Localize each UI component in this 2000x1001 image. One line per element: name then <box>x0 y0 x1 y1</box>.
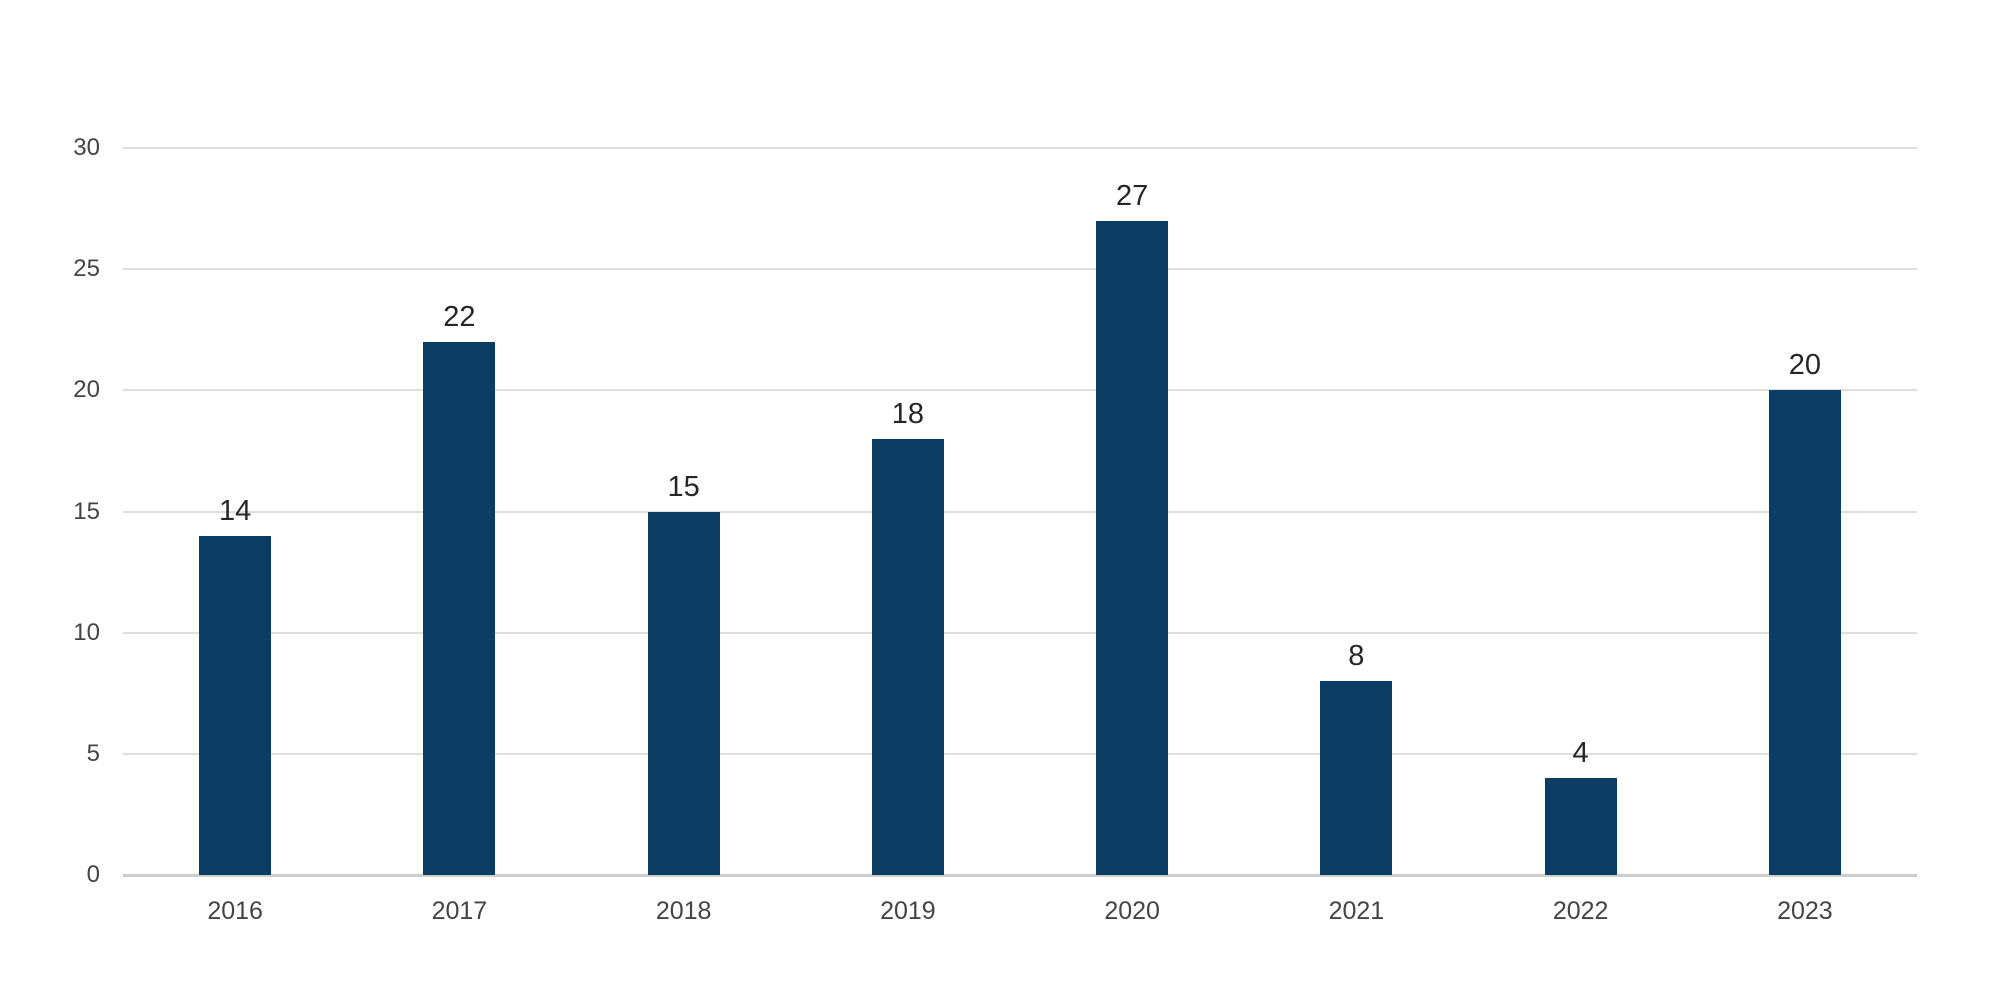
y-axis-tick-label: 30 <box>73 134 100 161</box>
gridline <box>123 389 1917 392</box>
bar-2022 <box>1544 778 1617 875</box>
y-axis-tick-label: 10 <box>73 618 100 646</box>
x-axis-category-label: 2016 <box>207 897 263 925</box>
y-axis-tick-label: 25 <box>73 255 100 283</box>
x-axis-category-label: 2018 <box>655 897 712 925</box>
bar-2017 <box>423 341 496 875</box>
gridline <box>123 510 1917 513</box>
bar-value-label: 14 <box>218 494 252 527</box>
x-axis-category-label: 2022 <box>1552 897 1609 925</box>
x-axis-category-label: 2017 <box>431 897 488 925</box>
bar-2023 <box>1768 390 1841 875</box>
x-axis-line <box>123 874 1917 877</box>
x-axis-category-label: 2019 <box>880 897 936 925</box>
x-axis-category-label: 2023 <box>1777 897 1833 925</box>
bar-2020 <box>1096 220 1169 875</box>
bar-value-label: 27 <box>1115 179 1149 212</box>
gridline <box>123 752 1917 755</box>
bar-value-label: 15 <box>667 470 700 503</box>
bar-value-label: 22 <box>443 300 476 333</box>
bar-2021 <box>1320 681 1393 875</box>
y-axis-tick-label: 15 <box>73 497 100 525</box>
bar-2019 <box>871 438 944 875</box>
x-axis-category-label: 2021 <box>1328 897 1385 925</box>
bar-value-label: 20 <box>1788 349 1821 382</box>
y-axis-tick-label: 0 <box>86 861 100 888</box>
bar-value-label: 18 <box>891 397 924 430</box>
bar-value-label: 8 <box>1348 640 1365 673</box>
gridline <box>123 631 1917 634</box>
x-axis-category-label: 2020 <box>1104 897 1160 925</box>
y-axis-tick-label: 20 <box>73 376 100 404</box>
bar-value-label: 4 <box>1572 737 1589 770</box>
y-axis-tick-label: 5 <box>86 739 100 767</box>
gridline <box>123 268 1917 271</box>
bar-2018 <box>647 511 720 875</box>
bar-2016 <box>199 535 272 875</box>
gridline <box>123 147 1917 149</box>
